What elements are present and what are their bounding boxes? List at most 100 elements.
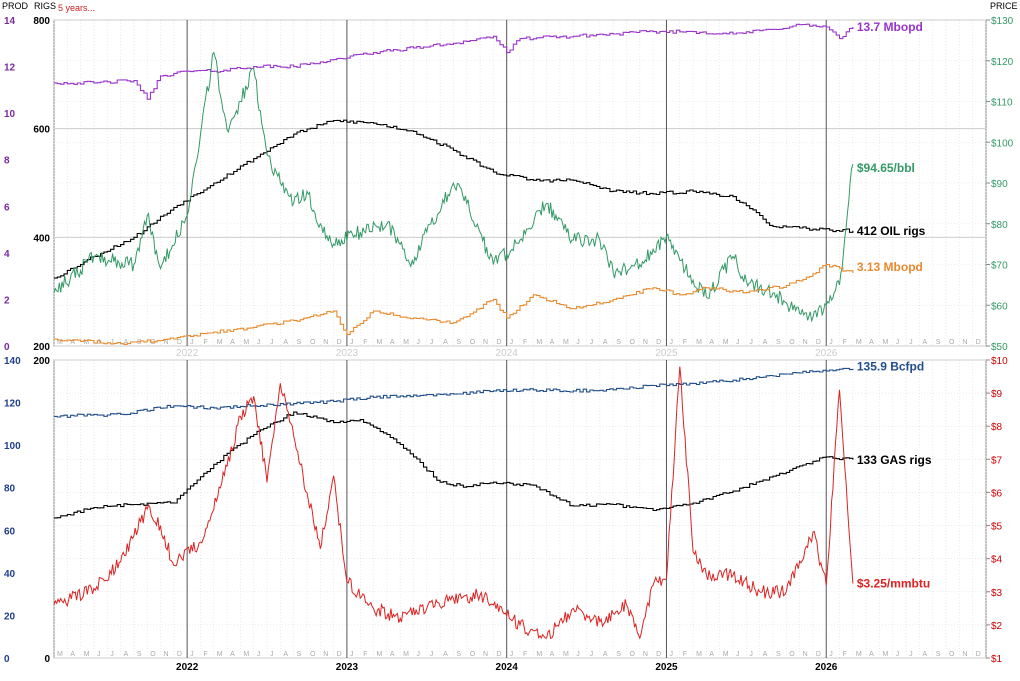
month-label: N: [962, 339, 967, 346]
month-label: A: [603, 339, 608, 346]
month-label: N: [323, 651, 328, 658]
series-line-gas-prod: [54, 367, 854, 418]
series-line-oil-minor-prod: [54, 263, 854, 346]
month-label: J: [430, 339, 434, 346]
year-label: 2024: [496, 662, 519, 673]
price-axis-tick: $3: [991, 588, 1003, 599]
month-label: M: [243, 339, 249, 346]
month-label: D: [337, 651, 342, 658]
prod-axis-tick: 8: [4, 156, 10, 167]
year-label: 2023: [336, 662, 359, 673]
month-label: J: [190, 651, 194, 658]
month-label: A: [709, 339, 714, 346]
month-label: J: [590, 339, 594, 346]
prod-axis-tick: 60: [4, 526, 16, 537]
price-axis-tick: $130: [991, 16, 1014, 27]
series-line-oil-prod: [54, 23, 854, 100]
month-label: A: [443, 339, 448, 346]
series-line-gas-rigs: [54, 411, 854, 519]
month-label: D: [496, 651, 501, 658]
month-label: M: [696, 651, 702, 658]
month-label: D: [177, 651, 182, 658]
month-label: A: [230, 651, 235, 658]
month-label: S: [936, 339, 941, 346]
month-label: N: [483, 339, 488, 346]
price-axis-tick: $9: [991, 389, 1003, 400]
prod-axis-tick: 6: [4, 202, 10, 213]
month-label: O: [470, 339, 476, 346]
year-label: 2022: [176, 348, 199, 359]
year-label: 2023: [336, 348, 359, 359]
month-label: N: [483, 651, 488, 658]
month-label: J: [669, 651, 673, 658]
month-label: N: [164, 339, 169, 346]
month-label: D: [816, 651, 821, 658]
month-label: J: [257, 339, 261, 346]
month-label: A: [390, 339, 395, 346]
month-label: A: [283, 651, 288, 658]
month-label: S: [456, 651, 461, 658]
month-label: A: [70, 339, 75, 346]
month-label: A: [922, 339, 927, 346]
month-label: J: [829, 651, 833, 658]
month-label: A: [550, 339, 555, 346]
month-label: N: [962, 651, 967, 658]
month-label: F: [363, 651, 367, 658]
series-label-oil-price: $94.65/bbl: [857, 161, 915, 175]
month-label: A: [603, 651, 608, 658]
month-label: F: [523, 651, 527, 658]
year-label: 2025: [655, 662, 678, 673]
price-axis-tick: $80: [991, 220, 1008, 231]
month-label: D: [656, 339, 661, 346]
prod-axis-tick: 140: [4, 356, 21, 367]
month-label: S: [456, 339, 461, 346]
month-label: J: [257, 651, 261, 658]
prod-axis-tick: 4: [4, 249, 10, 260]
month-label: F: [843, 651, 847, 658]
month-label: M: [723, 339, 729, 346]
month-label: J: [350, 651, 354, 658]
price-axis-tick: $4: [991, 555, 1003, 566]
month-label: J: [896, 339, 900, 346]
prod-axis-tick: 14: [4, 16, 16, 27]
month-label: J: [576, 339, 580, 346]
month-label: M: [856, 651, 862, 658]
month-label: J: [909, 339, 913, 346]
price-axis-header: PRICE: [990, 1, 1018, 11]
month-label: D: [337, 339, 342, 346]
month-label: O: [630, 651, 636, 658]
month-label: O: [310, 651, 316, 658]
month-label: O: [789, 651, 795, 658]
price-axis-tick: $100: [991, 138, 1014, 149]
month-label: M: [57, 651, 63, 658]
year-label: 2026: [815, 662, 838, 673]
price-axis-tick: $8: [991, 422, 1003, 433]
timespan-selector[interactable]: 5 years...: [58, 3, 95, 13]
month-label: S: [776, 339, 781, 346]
month-label: A: [443, 651, 448, 658]
month-label: M: [856, 339, 862, 346]
month-label: J: [270, 339, 274, 346]
month-label: N: [643, 651, 648, 658]
month-label: F: [683, 651, 687, 658]
month-label: F: [203, 339, 207, 346]
plot-frame: [53, 359, 987, 659]
month-label: J: [669, 339, 673, 346]
month-label: F: [523, 339, 527, 346]
month-label: J: [749, 651, 753, 658]
month-label: D: [656, 651, 661, 658]
rigs-axis-header: RIGS: [34, 1, 56, 11]
month-label: M: [403, 651, 409, 658]
year-label: 2022: [176, 662, 199, 673]
month-label: D: [976, 651, 981, 658]
month-label: S: [137, 651, 142, 658]
prod-axis-tick: 20: [4, 611, 16, 622]
prod-axis-tick: 100: [4, 441, 21, 452]
month-label: J: [416, 651, 420, 658]
prod-axis-tick: 120: [4, 399, 21, 410]
month-label: J: [190, 339, 194, 346]
month-label: J: [97, 651, 101, 658]
month-label: J: [590, 651, 594, 658]
